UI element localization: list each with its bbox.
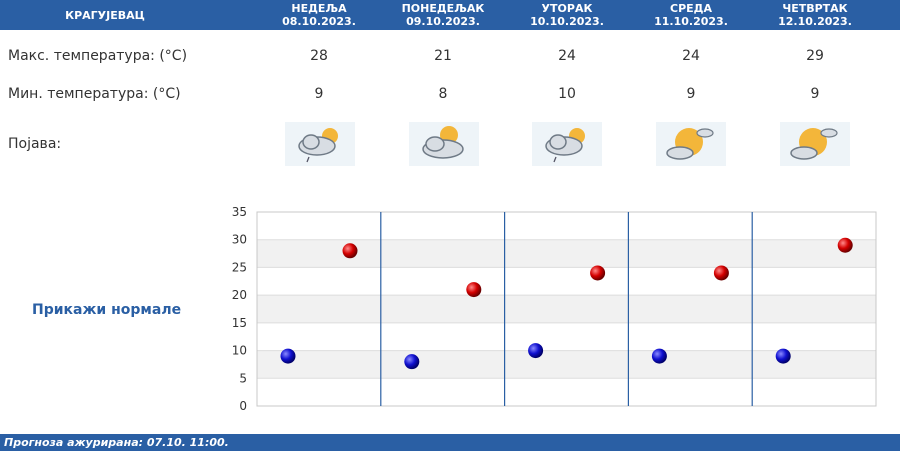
min-temp-marker [528, 343, 544, 359]
sun-behind-cloud-icon [409, 122, 479, 166]
day-date: 11.10.2023. [654, 15, 728, 28]
day-column-header: ЧЕТВРТАК 12.10.2023. [755, 2, 875, 32]
day-column-header: УТОРАК 10.10.2023. [507, 2, 627, 32]
y-tick-label: 15 [232, 316, 247, 330]
phenomenon-label: Појава: [8, 136, 62, 152]
cloud-sun-light-rain-icon [285, 122, 355, 166]
max-temp-marker [466, 282, 482, 298]
min-temp-value: 8 [438, 86, 448, 102]
chart-plot-border [256, 211, 877, 407]
day-name: ПОНЕДЕЉАК [401, 2, 485, 15]
min-temp-value: 9 [686, 86, 696, 102]
chart-grid-band [257, 295, 876, 323]
y-tick-label: 5 [239, 371, 247, 385]
day-date: 12.10.2023. [778, 15, 852, 28]
sun-with-cloud-icon [656, 122, 726, 166]
y-tick-label: 20 [232, 288, 247, 302]
forecast-header: КРАГУЈЕВАЦ НЕДЕЉА 08.10.2023. ПОНЕДЕЉАК … [0, 0, 900, 30]
day-name: СРЕДА [670, 2, 712, 15]
max-temp-value: 24 [558, 48, 576, 64]
max-temp-marker [590, 265, 606, 281]
y-tick-label: 30 [232, 233, 247, 247]
day-column-header: ПОНЕДЕЉАК 09.10.2023. [383, 2, 503, 32]
day-date: 10.10.2023. [530, 15, 604, 28]
day-column-header: СРЕДА 11.10.2023. [631, 2, 751, 32]
forecast-updated-text: Прогноза ажурирана: 07.10. 11:00. [4, 436, 229, 449]
sun-with-cloud-icon [780, 122, 850, 166]
chart-grid-band [257, 350, 876, 379]
max-temp-label: Макс. температура: (°C) [8, 48, 188, 64]
forecast-footer: Прогноза ажурирана: 07.10. 11:00. [0, 434, 900, 451]
chart-grid-band [257, 267, 876, 296]
y-tick-label: 25 [232, 260, 247, 274]
min-temp-marker [651, 348, 667, 364]
day-date: 09.10.2023. [406, 15, 480, 28]
min-temp-marker [404, 354, 420, 370]
chart-grid-band [257, 239, 876, 268]
min-temp-value: 9 [810, 86, 820, 102]
city-name: КРАГУЈЕВАЦ [65, 9, 145, 22]
min-temp-label: Мин. температура: (°C) [8, 86, 181, 102]
chart-grid-band [257, 378, 876, 406]
day-date: 08.10.2023. [282, 15, 356, 28]
max-temp-value: 29 [806, 48, 824, 64]
max-temp-value: 28 [310, 48, 328, 64]
min-temp-value: 9 [314, 86, 324, 102]
max-temp-value: 24 [682, 48, 700, 64]
cloud-sun-light-rain-icon [532, 122, 602, 166]
day-column-header: НЕДЕЉА 08.10.2023. [259, 2, 379, 32]
max-temp-marker [342, 243, 358, 259]
day-name: ЧЕТВРТАК [782, 2, 848, 15]
min-temp-marker [280, 348, 296, 364]
day-name: НЕДЕЉА [291, 2, 347, 15]
y-tick-label: 35 [232, 205, 247, 219]
max-temp-value: 21 [434, 48, 452, 64]
y-tick-label: 10 [232, 344, 247, 358]
y-tick-label: 0 [239, 399, 247, 413]
min-temp-marker [775, 348, 791, 364]
max-temp-marker [713, 265, 729, 281]
chart-grid-band [257, 212, 876, 240]
min-temp-value: 10 [558, 86, 576, 102]
show-normals-link[interactable]: Прикажи нормале [32, 302, 182, 318]
day-name: УТОРАК [541, 2, 593, 15]
chart-grid-band [257, 322, 876, 351]
max-temp-marker [837, 237, 853, 253]
